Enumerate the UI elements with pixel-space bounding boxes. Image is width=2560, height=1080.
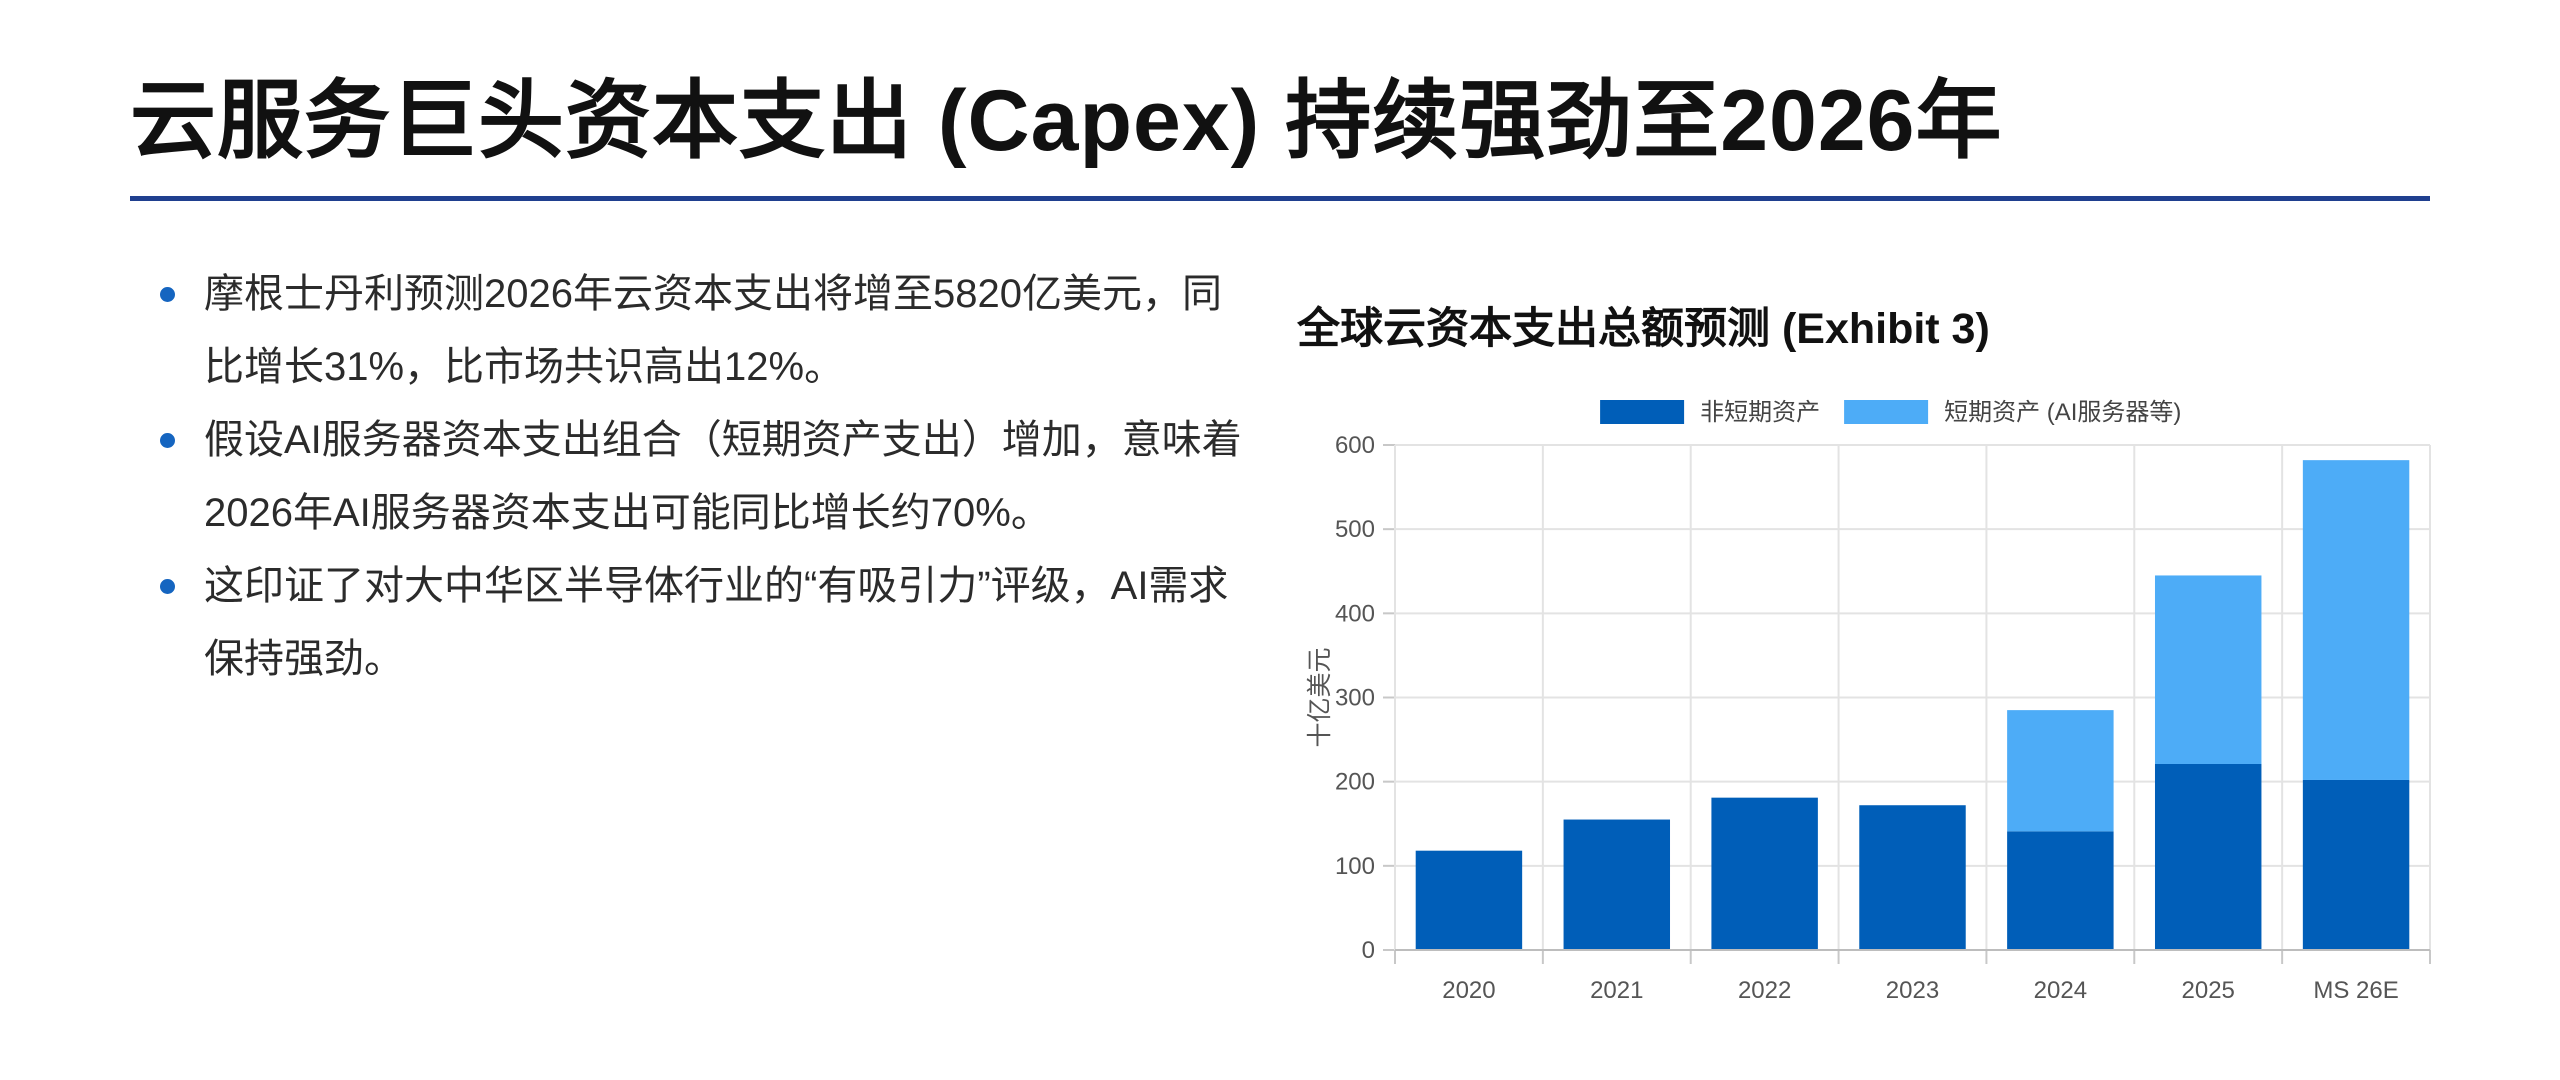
bullet-item: 摩根士丹利预测2026年云资本支出将增至5820亿美元，同比增长31%，比市场共… xyxy=(160,258,1260,404)
x-tick-label: 2025 xyxy=(2182,977,2235,1004)
capex-stacked-bar-chart: 0 100 200 300 400 500 600 2020 2021 2022 2023 2024 2… xyxy=(1306,399,2431,1004)
y-tick-label: 300 xyxy=(1335,685,1375,712)
bullet-dot-icon xyxy=(160,579,175,594)
y-tick-label: 200 xyxy=(1335,769,1375,796)
bullet-list: 摩根士丹利预测2026年云资本支出将增至5820亿美元，同比增长31%，比市场共… xyxy=(160,258,1260,696)
bar-short-term-2024 xyxy=(2007,710,2114,832)
bullet-text: 这印证了对大中华区半导体行业的“有吸引力”评级，AI需求保持强劲。 xyxy=(204,564,1229,681)
bullet-dot-icon xyxy=(160,433,175,448)
y-tick-label: 600 xyxy=(1335,432,1375,459)
y-tick-label: 400 xyxy=(1335,600,1375,627)
legend-label: 非短期资产 xyxy=(1700,399,1820,426)
slide-title: 云服务巨头资本支出 (Capex) 持续强劲至2026年 xyxy=(130,73,2003,169)
y-axis-label: 十亿美元 xyxy=(1306,647,1334,747)
bar-non-short-term-2025 xyxy=(2154,763,2262,950)
bar-non-short-term-2020 xyxy=(1415,850,1523,950)
bar-short-term-ms-26e xyxy=(2302,460,2410,780)
bar-non-short-term-2022 xyxy=(1711,797,1818,950)
legend-swatch-non-short-term xyxy=(1600,400,1685,424)
bullet-item: 假设AI服务器资本支出组合（短期资产支出）增加，意味着2026年AI服务器资本支… xyxy=(160,404,1260,550)
legend-swatch-short-term xyxy=(1844,400,1929,424)
x-tick-label: 2020 xyxy=(1442,977,1495,1004)
x-tick-label: 2024 xyxy=(2034,977,2087,1004)
x-tick-label: MS 26E xyxy=(2313,977,2398,1004)
bullet-dot-icon xyxy=(160,287,175,302)
bar-non-short-term-2024 xyxy=(2007,831,2114,950)
x-tick-label: 2022 xyxy=(1738,977,1791,1004)
bar-non-short-term-2023 xyxy=(1859,805,1966,950)
x-tick-label: 2023 xyxy=(1886,977,1939,1004)
y-tick-label: 0 xyxy=(1362,937,1375,964)
x-tick-label: 2021 xyxy=(1590,977,1643,1004)
bar-short-term-2025 xyxy=(2154,575,2262,764)
chart-title: 全球云资本支出总额预测 (Exhibit 3) xyxy=(1297,305,1990,353)
bullet-text: 假设AI服务器资本支出组合（短期资产支出）增加，意味着2026年AI服务器资本支… xyxy=(204,418,1242,535)
bullet-item: 这印证了对大中华区半导体行业的“有吸引力”评级，AI需求保持强劲。 xyxy=(160,550,1260,696)
y-tick-label: 100 xyxy=(1335,853,1375,880)
title-divider xyxy=(130,196,2430,201)
bar-non-short-term-ms-26e xyxy=(2302,779,2410,950)
bar-non-short-term-2021 xyxy=(1563,819,1671,950)
legend-label: 短期资产 (AI服务器等) xyxy=(1944,399,2181,426)
bullet-text: 摩根士丹利预测2026年云资本支出将增至5820亿美元，同比增长31%，比市场共… xyxy=(204,272,1222,389)
y-tick-label: 500 xyxy=(1335,516,1375,543)
